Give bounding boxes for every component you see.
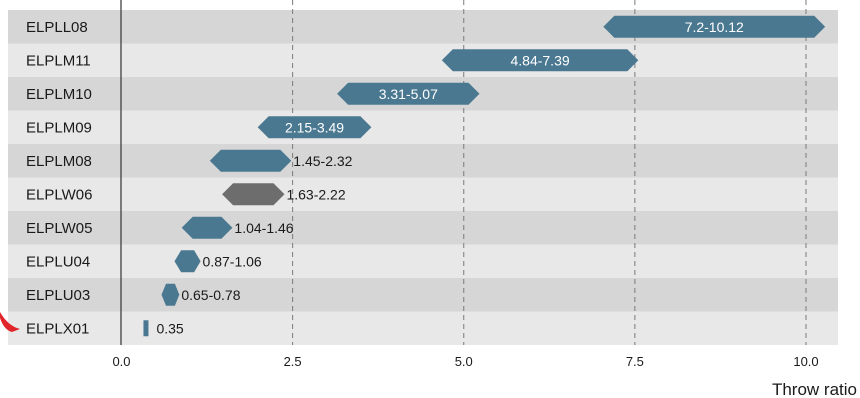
range-label: 2.15-3.49 xyxy=(285,119,344,135)
range-bar xyxy=(209,149,292,172)
range-bar xyxy=(603,15,826,38)
category-label: ELPLL08 xyxy=(26,19,88,36)
category-labels: ELPLL08 ELPLM11 ELPLM10 ELPLM09 ELPLM08 ELPLW… xyxy=(26,19,92,338)
row-band xyxy=(8,110,838,144)
range-bars: 7.2-10.12 4.84-7.39 3.31-5.07 2.15-3.49 1.45… xyxy=(143,15,826,337)
range-bar xyxy=(257,116,372,139)
range-bar xyxy=(181,216,233,239)
x-tick-label: 0.0 xyxy=(112,354,130,369)
x-axis-title: Throw ratio xyxy=(772,380,857,398)
row-band xyxy=(8,278,838,312)
range-label: 1.63-2.22 xyxy=(286,186,345,202)
category-label: ELPLM10 xyxy=(26,86,92,103)
row-bands xyxy=(8,10,838,345)
row-band xyxy=(8,311,838,345)
range-label: 4.84-7.39 xyxy=(510,52,569,68)
range-bar xyxy=(337,82,480,105)
range-bar xyxy=(222,183,285,206)
x-tick-label: 10.0 xyxy=(793,354,818,369)
x-tick-label: 2.5 xyxy=(284,354,302,369)
x-tick-label: 5.0 xyxy=(455,354,473,369)
row-band xyxy=(8,211,838,245)
range-label: 0.87-1.06 xyxy=(203,253,262,269)
row-band xyxy=(8,244,838,278)
range-label: 7.2-10.12 xyxy=(685,19,744,35)
category-label: ELPLU04 xyxy=(26,253,90,270)
range-label: 3.31-5.07 xyxy=(379,86,438,102)
range-bar xyxy=(441,49,639,72)
highlight-marker xyxy=(0,312,20,332)
x-tick-labels: 0.0 2.5 5.0 7.5 10.0 xyxy=(112,354,818,369)
range-label: 0.35 xyxy=(156,320,183,336)
category-label: ELPLM09 xyxy=(26,119,92,136)
range-bar xyxy=(143,320,149,337)
category-label: ELPLU03 xyxy=(26,287,90,304)
range-bar xyxy=(161,283,180,306)
category-label: ELPLM08 xyxy=(26,153,92,170)
category-label: ELPLW06 xyxy=(26,186,92,203)
row-band xyxy=(8,144,838,178)
category-label: ELPLX01 xyxy=(26,320,89,337)
range-label: 1.45-2.32 xyxy=(293,153,352,169)
range-bar xyxy=(174,250,201,273)
x-tick-label: 7.5 xyxy=(626,354,644,369)
range-label: 1.04-1.46 xyxy=(234,220,293,236)
category-label: ELPLW05 xyxy=(26,220,92,237)
category-label: ELPLM11 xyxy=(26,52,91,69)
row-band xyxy=(8,43,838,77)
row-band xyxy=(8,177,838,211)
range-label: 0.65-0.78 xyxy=(181,287,240,303)
